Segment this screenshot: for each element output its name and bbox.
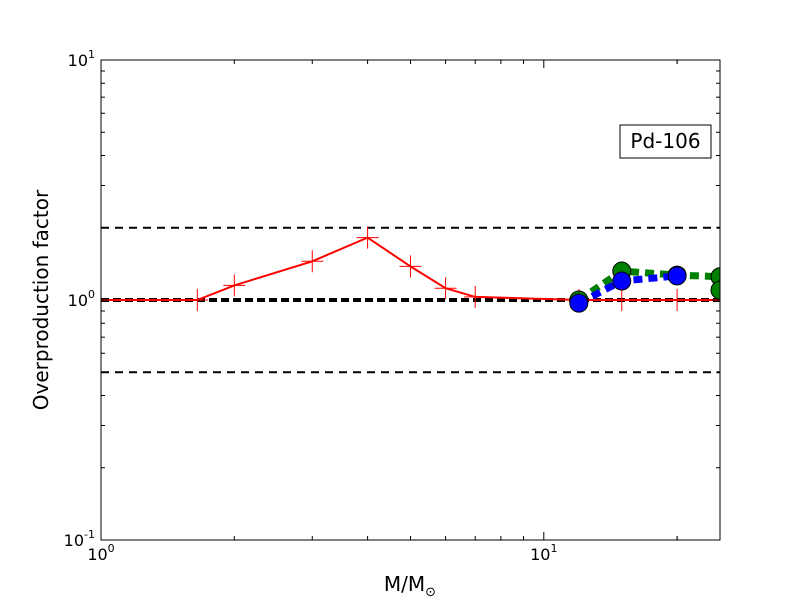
- tick-exp: 1: [550, 542, 557, 555]
- tick-exp: 0: [88, 288, 95, 301]
- tick-base: 10: [530, 545, 550, 564]
- series-blue-point: [667, 266, 687, 286]
- series-red-point: [666, 289, 689, 311]
- series-green-line: [576, 267, 720, 303]
- x-axis-label-main: M/M: [384, 572, 425, 596]
- series-red-point: [464, 285, 487, 308]
- plot-frame: [100, 59, 721, 541]
- series-red-point: [186, 289, 209, 311]
- series-blue-point: [612, 271, 632, 291]
- x-tick-label: 101: [530, 542, 557, 564]
- x-axis-label-sub: ⊙: [425, 585, 436, 600]
- y-axis-label: Overproduction factor: [29, 189, 53, 410]
- tick-base: 10: [68, 291, 88, 310]
- annotation-label: Pd-106: [630, 129, 700, 153]
- x-axis-label: M/M⊙: [384, 572, 436, 600]
- series-red-point: [610, 289, 633, 311]
- series-red-point: [301, 250, 324, 273]
- tick-base: 10: [68, 51, 88, 70]
- x-tick-label: 100: [87, 542, 114, 564]
- series-green-point: [710, 280, 720, 300]
- series-red-point: [434, 277, 457, 300]
- series-red-point: [223, 274, 246, 297]
- y-tick-label: 100: [68, 288, 95, 310]
- tick-exp: -1: [84, 528, 95, 541]
- tick-base: 10: [64, 531, 84, 550]
- plot-area: [101, 226, 720, 374]
- series-red-point: [399, 255, 422, 278]
- tick-base: 10: [87, 545, 107, 564]
- series-blue-point: [569, 293, 589, 313]
- tick-exp: 1: [88, 48, 95, 61]
- y-tick-label: 10-1: [64, 528, 95, 550]
- tick-exp: 0: [108, 542, 115, 555]
- annotation-box: Pd-106: [619, 124, 712, 159]
- series-red-point: [356, 226, 379, 249]
- y-tick-label: 101: [68, 48, 95, 70]
